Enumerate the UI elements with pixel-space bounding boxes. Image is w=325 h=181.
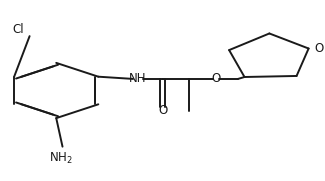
Text: O: O — [314, 42, 323, 55]
Text: O: O — [212, 72, 221, 85]
Text: NH$_2$: NH$_2$ — [49, 151, 73, 166]
Text: O: O — [158, 104, 167, 117]
Text: NH: NH — [129, 72, 147, 85]
Text: Cl: Cl — [13, 22, 24, 35]
